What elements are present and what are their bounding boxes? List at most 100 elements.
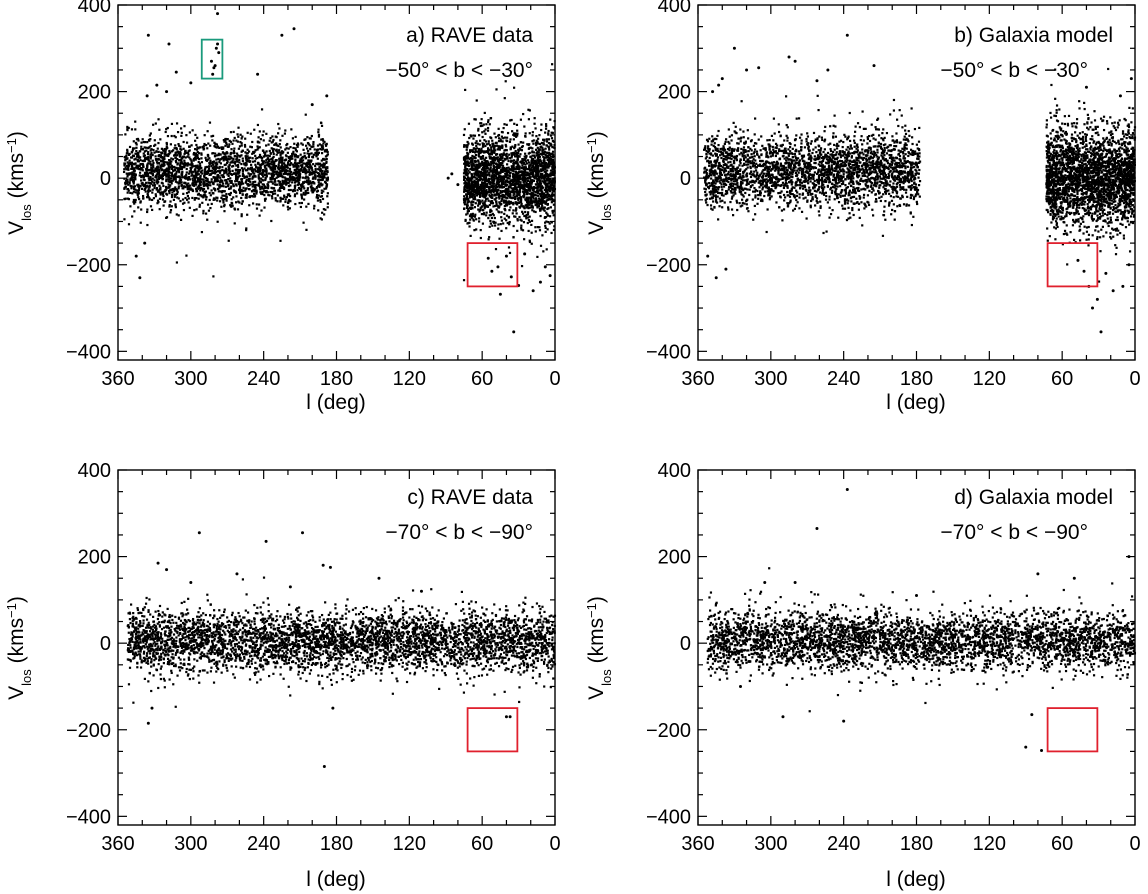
data-point-a-cloud-0-2075 (142, 176, 145, 179)
data-point-a-cloud-0-1967 (279, 139, 282, 142)
data-point-a-cloud-0-2330 (149, 157, 152, 160)
data-point-a-cloud-0-1695 (188, 206, 191, 209)
data-point-a-cloud-0-811 (236, 177, 239, 181)
data-point-a-cloud-1-1390 (494, 159, 497, 162)
data-point-a-cloud-0-2185 (315, 162, 318, 165)
data-point-a-cloud-0-2250 (145, 146, 148, 149)
data-point-a-cloud-1-2336 (473, 186, 476, 189)
data-point-a-cloud-0-312 (265, 150, 268, 153)
data-point-a-cloud-0-2598 (279, 161, 282, 164)
data-point-a-cloud-0-2427 (256, 141, 260, 144)
data-point-a-cloud-1-1798 (516, 219, 519, 222)
data-point-a-cloud-1-143 (537, 151, 540, 154)
data-point-a-cloud-0-1990 (208, 173, 211, 177)
data-point-a-cloud-0-1015 (173, 153, 177, 157)
data-point-a-cloud-1-1010 (463, 162, 466, 165)
data-point-a-cloud-0-1782 (193, 168, 197, 172)
data-point-a-cloud-1-2055 (541, 142, 545, 145)
data-point-a-cloud-1-1800 (477, 170, 480, 173)
data-point-a-cloud-0-50 (176, 196, 179, 199)
data-point-a-cloud-0-2465 (208, 161, 211, 165)
data-point-a-cloud-0-2549 (145, 158, 148, 161)
data-point-a-cloud-1-814 (478, 210, 481, 213)
data-point-a-cloud-0-2202 (213, 165, 216, 168)
data-point-a-cloud-1-389 (515, 176, 518, 179)
data-point-a-cloud-0-1668 (253, 150, 256, 153)
data-point-a-cloud-1-357 (495, 144, 498, 147)
data-point-a-cloud-0-2362 (293, 189, 297, 192)
data-point-a-cloud-0-421 (170, 177, 173, 180)
data-point-a-cloud-0-1768 (317, 151, 321, 154)
data-point-a-cloud-0-1052 (191, 214, 194, 218)
data-point-a-cloud-1-941 (523, 168, 527, 171)
data-point-a-cloud-0-2503 (289, 155, 292, 158)
data-point-a-cloud-1-1705 (513, 86, 516, 89)
data-point-a-cloud-1-278 (493, 216, 496, 220)
data-point-a-cloud-0-2569 (188, 187, 191, 190)
data-point-a-cloud-0-2022 (317, 133, 321, 136)
data-point-a-cloud-0-1812 (180, 134, 183, 137)
data-point-a-cloud-0-1652 (159, 154, 163, 157)
data-point-a-cloud-0-2296 (201, 145, 204, 149)
data-point-a-cloud-0-1024 (129, 161, 132, 165)
data-point-a-cloud-0-585 (297, 168, 300, 171)
data-point-a-cloud-1-430 (517, 198, 520, 202)
data-point-a-cloud-0-206 (225, 199, 228, 202)
data-point-a-cloud-1-2247 (485, 189, 488, 192)
data-point-a-cloud-1-1711 (497, 145, 500, 148)
data-point-a-cloud-1-1841 (506, 221, 509, 225)
data-point-a-cloud-1-0 (478, 217, 481, 220)
data-point-a-cloud-0-1163 (237, 200, 240, 203)
data-point-a-cloud-1-1743 (487, 216, 490, 220)
data-point-a-cloud-0-112 (158, 197, 162, 200)
data-point-a-cloud-1-2232 (496, 193, 499, 196)
data-point-a-cloud-0-1777 (186, 194, 189, 198)
data-point-a-cloud-0-1974 (302, 191, 305, 195)
data-point-a-cloud-1-1449 (534, 148, 538, 151)
data-point-a-cloud-0-2126 (170, 175, 173, 178)
data-point-a-cloud-0-260 (147, 181, 150, 184)
data-point-a-cloud-0-2047 (316, 157, 319, 160)
data-point-a-cloud-1-363 (494, 186, 497, 190)
data-point-a-cloud-1-879 (545, 123, 548, 126)
data-point-a-cloud-1-1104 (488, 236, 491, 239)
data-point-a-cloud-1-2283 (471, 213, 474, 217)
data-point-a-cloud-1-2264 (466, 222, 469, 225)
data-point-a-cloud-1-1783 (543, 179, 546, 183)
data-point-a-cloud-1-575 (531, 209, 534, 212)
data-point-a-cloud-0-1275 (264, 185, 267, 188)
data-point-a-cloud-0-138 (326, 195, 329, 198)
data-point-a-cloud-0-2372 (145, 181, 148, 184)
data-point-a-cloud-1-1890 (502, 153, 505, 157)
data-point-a-cloud-1-570 (516, 132, 519, 135)
data-point-a-cloud-1-2238 (466, 167, 469, 171)
data-point-a-cloud-0-1497 (325, 150, 328, 153)
data-point-a-cloud-1-2339 (546, 191, 549, 195)
data-point-a-cloud-1-1272 (525, 155, 528, 158)
data-point-a-cloud-0-914 (271, 160, 275, 163)
data-point-a-cloud-0-1995 (271, 159, 274, 162)
data-point-a-cloud-1-2170 (466, 151, 469, 154)
data-point-a-cloud-0-935 (130, 187, 133, 190)
data-point-a-cloud-0-1338 (216, 220, 219, 223)
data-point-a-cloud-0-1201 (277, 168, 280, 171)
data-point-a-cloud-0-1963 (199, 181, 202, 184)
data-point-a-cloud-0-1828 (172, 176, 175, 179)
data-point-a-cloud-0-465 (262, 175, 265, 178)
data-point-a-cloud-0-303 (175, 154, 179, 157)
data-point-a-cloud-1-1196 (464, 167, 467, 170)
data-point-a-cloud-0-1736 (134, 178, 137, 181)
data-point-a-cloud-0-2284 (137, 164, 140, 167)
data-point-a-cloud-0-2538 (230, 172, 233, 176)
data-point-a-cloud-0-492 (181, 171, 184, 174)
data-point-a-cloud-1-900 (532, 179, 535, 182)
data-point-a-cloud-1-393 (490, 148, 493, 151)
data-point-a-cloud-0-2086 (153, 179, 156, 182)
data-point-a-cloud-0-2217 (287, 147, 290, 150)
data-point-a-cloud-0-151 (192, 151, 196, 155)
data-point-a-cloud-1-41 (521, 164, 524, 167)
data-point-a-cloud-0-2382 (220, 196, 223, 199)
data-point-a-cloud-0-1811 (201, 189, 205, 192)
data-point-a-cloud-0-2387 (127, 153, 131, 156)
data-point-a-cloud-0-774 (261, 168, 264, 172)
